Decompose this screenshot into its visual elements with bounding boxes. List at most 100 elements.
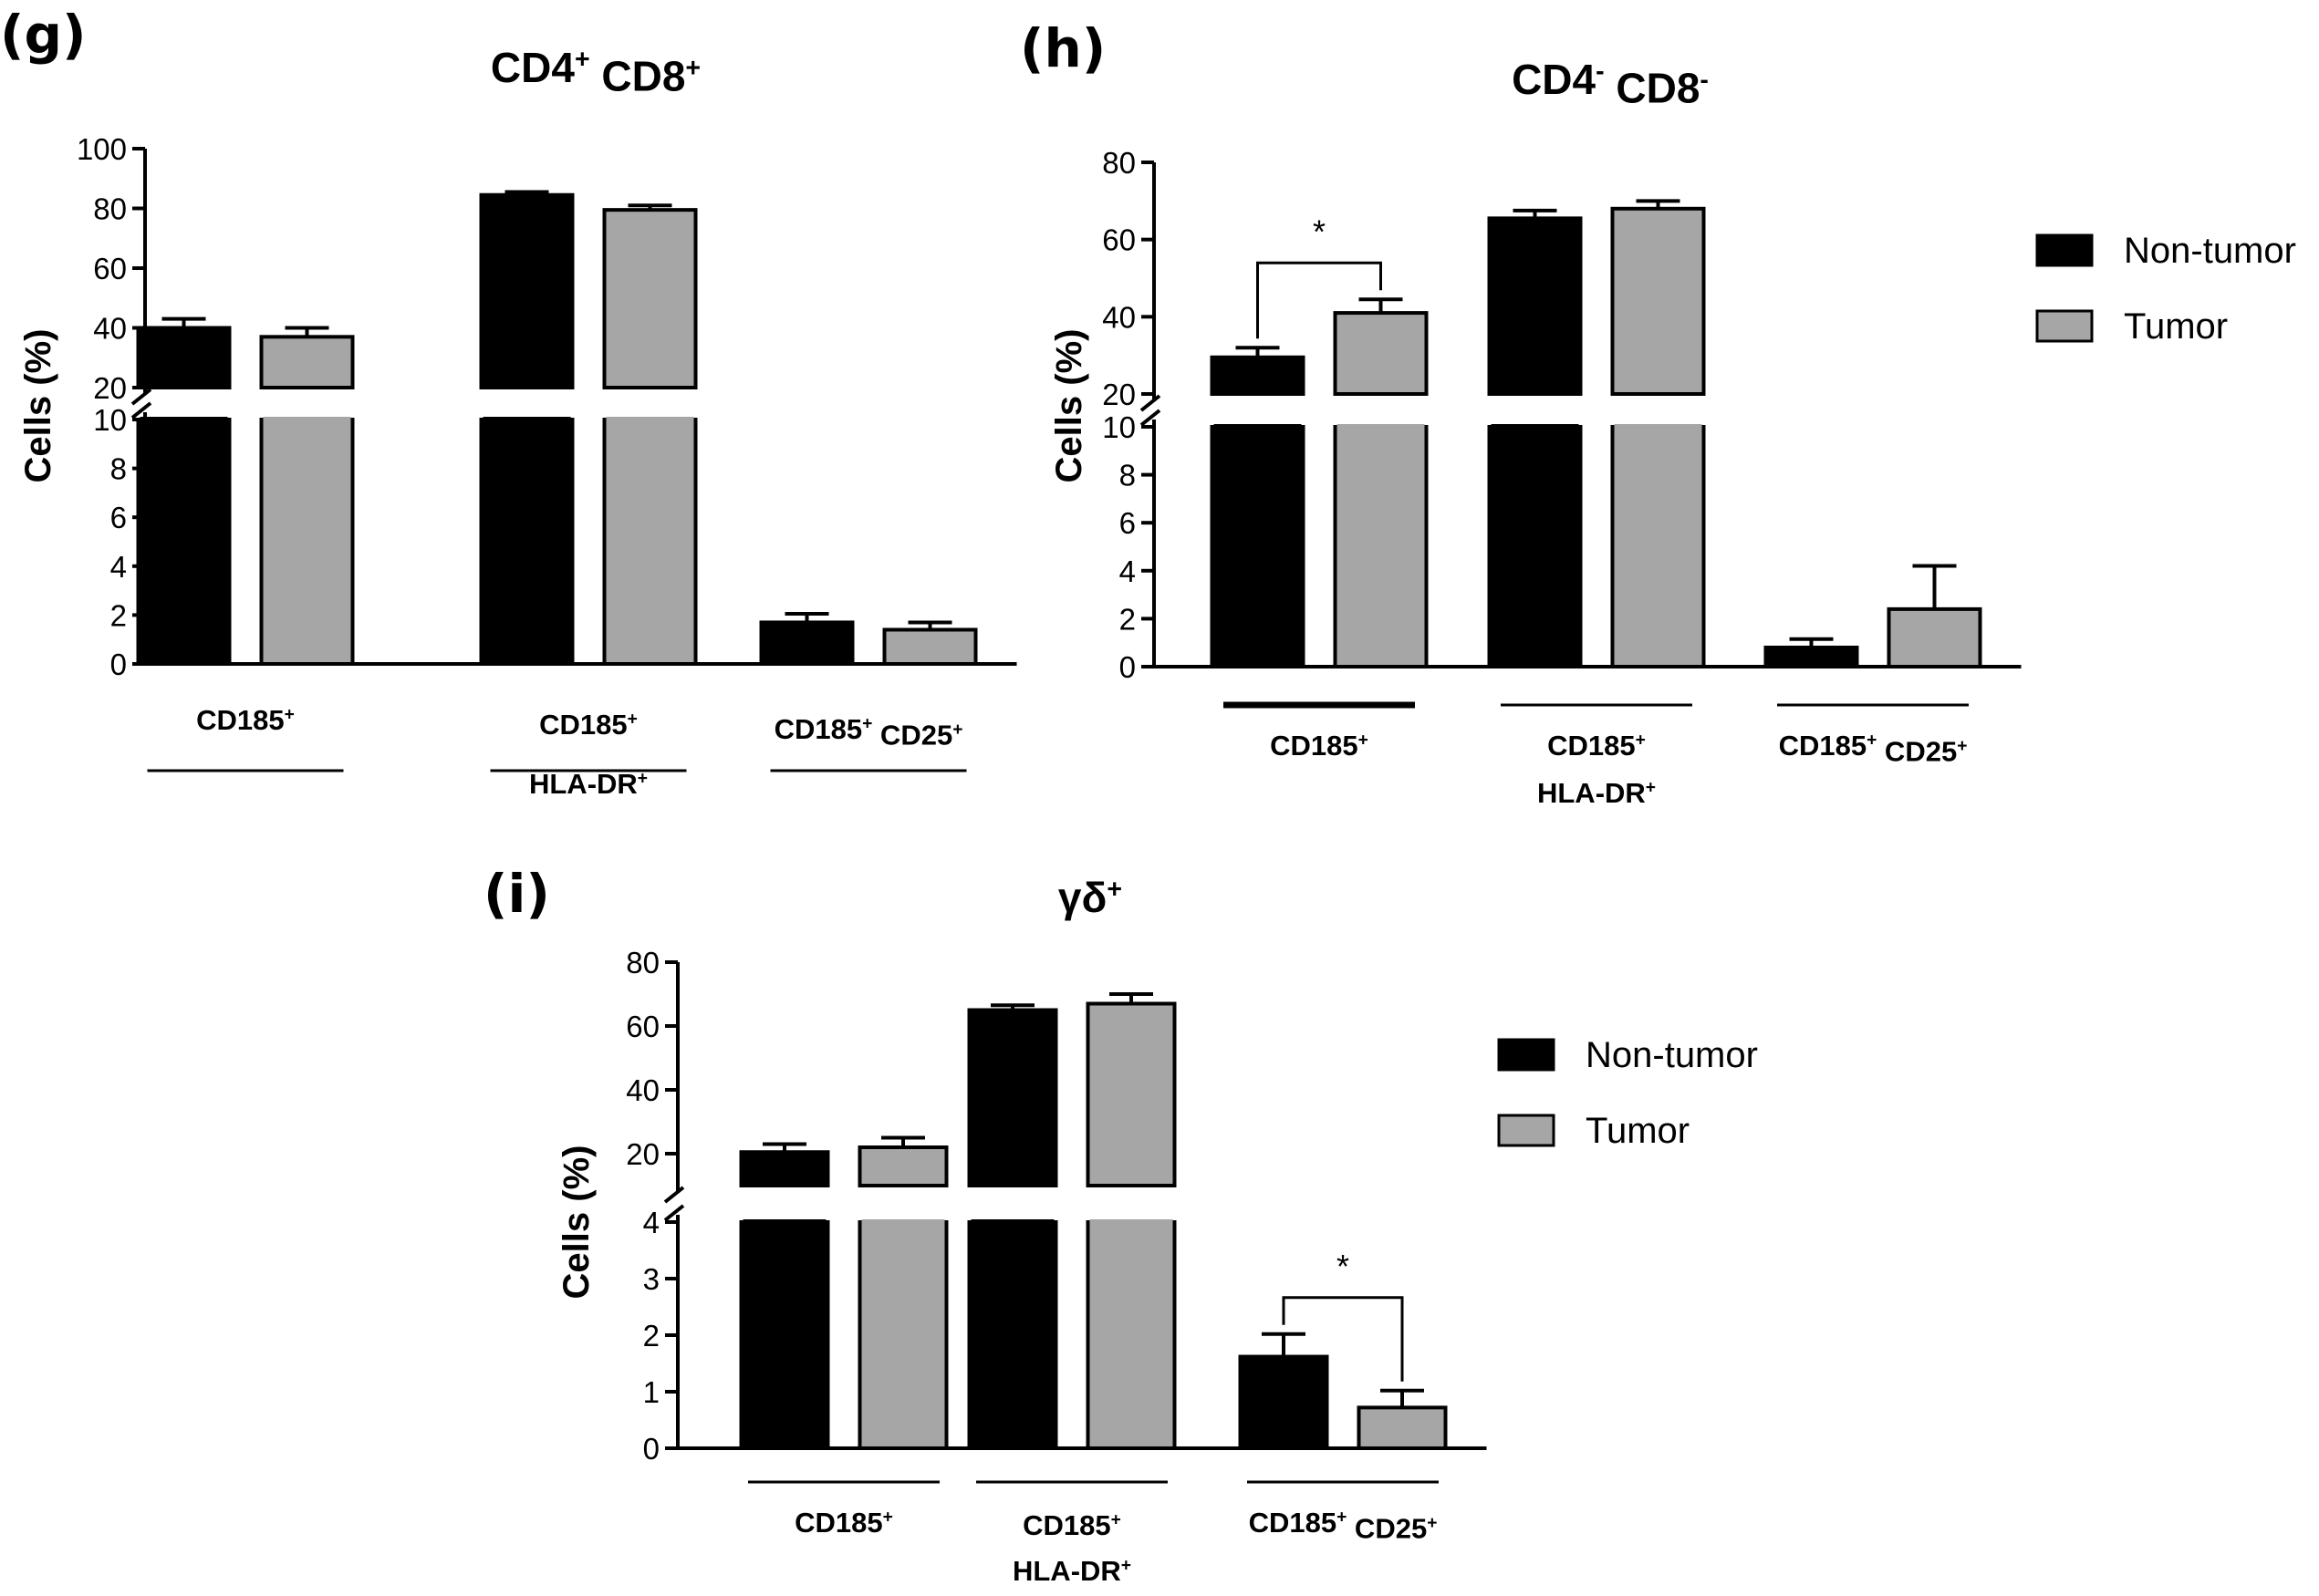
category-label-part: + bbox=[1957, 737, 1967, 756]
significance-bracket bbox=[1282, 1296, 1404, 1382]
bar-non-tumor bbox=[967, 1008, 1058, 1187]
category-label: CD185+ bbox=[1023, 1509, 1121, 1541]
y-tick-label: 20 bbox=[626, 1137, 660, 1171]
panel-letter: (i) bbox=[484, 863, 550, 925]
category-label: CD185+ CD25+ bbox=[775, 713, 963, 751]
axis-break-mark bbox=[130, 401, 152, 420]
category-label-part: CD185 bbox=[795, 1507, 883, 1539]
category-label-part: + bbox=[952, 720, 962, 740]
bar-non-tumor bbox=[739, 1150, 830, 1187]
significance-star: * bbox=[1336, 1248, 1349, 1285]
category-label-part: CD185 bbox=[196, 704, 285, 736]
category-label-part: HLA-DR bbox=[1013, 1555, 1121, 1587]
category-label-part: + bbox=[1427, 1514, 1437, 1533]
y-tick-label: 80 bbox=[93, 192, 127, 226]
category-label-part: CD25 bbox=[1877, 735, 1957, 767]
bar-non-tumor-lower bbox=[136, 418, 232, 666]
y-tick-label: 10 bbox=[1102, 410, 1136, 444]
y-axis-label: Cells (%) bbox=[1049, 329, 1089, 483]
category-label: CD185+ bbox=[1547, 730, 1646, 762]
y-tick-label: 4 bbox=[110, 550, 127, 584]
bar-non-tumor bbox=[759, 620, 855, 667]
chart-title: γδ+ bbox=[1058, 874, 1122, 921]
legend-swatch bbox=[1497, 1038, 1555, 1072]
bar-tumor bbox=[858, 1145, 949, 1187]
category-label-part: + bbox=[1867, 731, 1877, 750]
legend-label: Tumor bbox=[1586, 1111, 1690, 1151]
category-label: CD185+ bbox=[196, 704, 295, 736]
category-label-part: CD185 bbox=[775, 713, 863, 745]
y-tick-label: 60 bbox=[626, 1010, 660, 1043]
chart-title-part: + bbox=[575, 45, 590, 74]
category-label: CD185+ CD25+ bbox=[1249, 1507, 1438, 1544]
bar-tumor-lower bbox=[1333, 425, 1429, 668]
y-tick-label: 60 bbox=[1102, 223, 1136, 257]
category-label: HLA-DR+ bbox=[1537, 777, 1656, 809]
significance-star: * bbox=[1313, 212, 1326, 250]
bar-non-tumor bbox=[1763, 645, 1859, 669]
category-label-part: CD185 bbox=[539, 709, 628, 741]
category-label-part: + bbox=[628, 710, 638, 729]
category-label: CD185+ bbox=[539, 709, 638, 741]
bar-non-tumor-lower bbox=[739, 1220, 830, 1450]
chart-title-part: CD8 bbox=[1605, 65, 1700, 112]
y-tick-label: 40 bbox=[626, 1073, 660, 1107]
significance-bracket bbox=[1256, 261, 1382, 339]
y-axis-label: Cells (%) bbox=[18, 329, 58, 483]
chart-title-part: + bbox=[685, 54, 701, 83]
bar-tumor bbox=[1086, 1001, 1177, 1187]
legend-label: Tumor bbox=[2124, 306, 2228, 347]
y-tick-label: 80 bbox=[626, 946, 660, 979]
bar-non-tumor-lower bbox=[967, 1220, 1058, 1450]
legend-label: Non-tumor bbox=[2124, 231, 2296, 271]
chart-title-part: CD4 bbox=[491, 44, 575, 91]
bar-tumor-lower bbox=[602, 418, 698, 666]
category-label-part: CD185 bbox=[1270, 730, 1358, 762]
y-tick-label: 4 bbox=[1119, 554, 1136, 588]
bar-non-tumor-lower bbox=[479, 418, 575, 666]
chart-title-part: CD8 bbox=[590, 53, 686, 100]
y-tick-label: 2 bbox=[110, 598, 127, 632]
y-axis-label: Cells (%) bbox=[556, 1145, 597, 1300]
bar-non-tumor bbox=[136, 326, 232, 389]
bar-tumor bbox=[259, 335, 355, 390]
bar-tumor-lower bbox=[858, 1220, 949, 1450]
y-tick-label: 1 bbox=[643, 1375, 660, 1409]
bar-tumor bbox=[1610, 206, 1706, 396]
y-tick-label: 20 bbox=[1102, 378, 1136, 411]
bar-non-tumor bbox=[479, 192, 575, 389]
axis-break-mark bbox=[1139, 409, 1161, 427]
category-label: HLA-DR+ bbox=[1013, 1555, 1131, 1587]
chart-title-part: γδ bbox=[1058, 874, 1107, 921]
category-label-part: + bbox=[1111, 1510, 1121, 1529]
category-label-part: + bbox=[1336, 1508, 1347, 1527]
y-tick-label: 0 bbox=[1119, 650, 1136, 684]
category-label-part: CD185 bbox=[1023, 1509, 1111, 1541]
y-tick-label: 0 bbox=[643, 1432, 660, 1466]
category-label-part: + bbox=[638, 769, 648, 788]
category-label-part: + bbox=[285, 705, 295, 724]
y-tick-label: 2 bbox=[643, 1319, 660, 1352]
chart-title: CD4+ CD8+ bbox=[491, 44, 701, 100]
y-tick-label: 4 bbox=[643, 1206, 660, 1239]
y-tick-label: 40 bbox=[1102, 300, 1136, 334]
bar-tumor-lower bbox=[259, 418, 355, 666]
category-label-part: CD185 bbox=[1547, 730, 1636, 762]
category-label-part: CD185 bbox=[1249, 1507, 1337, 1539]
category-label-part: CD25 bbox=[872, 719, 952, 751]
bar-tumor bbox=[1333, 311, 1429, 397]
legend-label: Non-tumor bbox=[1586, 1035, 1758, 1075]
category-label-part: HLA-DR bbox=[1537, 777, 1646, 809]
bar-tumor bbox=[602, 208, 698, 389]
y-tick-label: 100 bbox=[77, 132, 127, 166]
chart-title-part: - bbox=[1700, 66, 1709, 95]
axis-break-mark bbox=[663, 1204, 685, 1222]
chart-title-part: + bbox=[1107, 875, 1122, 904]
y-tick-label: 10 bbox=[93, 403, 127, 437]
legend: Non-tumor Tumor bbox=[1497, 1035, 1758, 1151]
legend-swatch bbox=[1497, 1114, 1555, 1147]
legend-swatch bbox=[2035, 233, 2094, 267]
bar-non-tumor bbox=[1238, 1354, 1329, 1451]
